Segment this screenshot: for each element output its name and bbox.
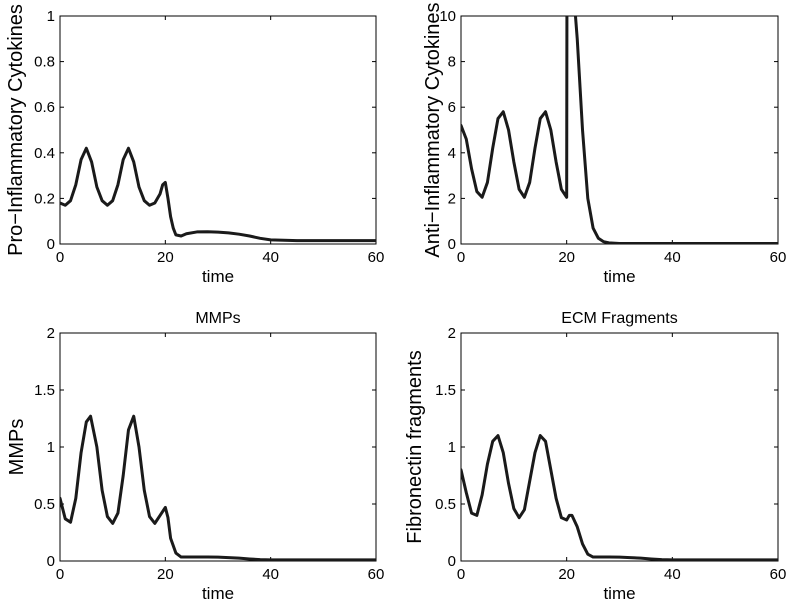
x-tick-label: 0 bbox=[56, 566, 64, 583]
x-tick-label: 40 bbox=[262, 249, 279, 266]
x-tick-label: 20 bbox=[157, 566, 174, 583]
y-tick-label: 1 bbox=[47, 8, 55, 25]
x-tick-label: 60 bbox=[770, 249, 787, 266]
x-tick-label: 60 bbox=[770, 566, 787, 583]
panel-mmps: 0 20 40 60 0 0.5 1 1.5 2 time MMPs MMPs bbox=[6, 310, 384, 603]
x-tick-label: 0 bbox=[56, 249, 64, 266]
y-tick-label: 0.4 bbox=[34, 145, 55, 162]
y-tick-label: 1 bbox=[448, 439, 456, 456]
y-tick-label: 0 bbox=[47, 236, 55, 253]
x-tick-label: 20 bbox=[558, 249, 575, 266]
y-tick-label: 2 bbox=[448, 190, 456, 207]
plot-area bbox=[59, 332, 377, 562]
series-line bbox=[60, 146, 376, 243]
y-tick-label: 10 bbox=[439, 8, 456, 25]
y-tick-label: 0.2 bbox=[34, 190, 55, 207]
plot-area bbox=[460, 15, 779, 245]
x-tick-label: 40 bbox=[664, 566, 681, 583]
y-tick-label: 0 bbox=[448, 236, 456, 253]
y-tick-label: 0 bbox=[47, 553, 55, 570]
panel-anti-inflammatory: 0 20 40 60 0 2 4 6 8 10 time Anti−Inflammatory Cyto… bbox=[422, 2, 786, 286]
y-tick-label: 6 bbox=[448, 99, 456, 116]
series-line bbox=[60, 414, 376, 561]
y-tick-label: 0.5 bbox=[34, 496, 55, 513]
series-line bbox=[461, 434, 778, 561]
y-tick-label: 0.6 bbox=[34, 99, 55, 116]
x-axis-label: time bbox=[603, 267, 635, 286]
plot-area bbox=[59, 15, 377, 245]
y-tick-label: 0.8 bbox=[34, 54, 55, 71]
plot-area bbox=[460, 332, 779, 562]
y-tick-label: 2 bbox=[47, 325, 55, 342]
x-tick-label: 20 bbox=[558, 566, 575, 583]
x-tick-label: 40 bbox=[262, 566, 279, 583]
x-tick-label: 40 bbox=[664, 249, 681, 266]
y-axis-label: Fibronectin fragments bbox=[404, 350, 426, 543]
y-tick-label: 8 bbox=[448, 54, 456, 71]
x-tick-label: 0 bbox=[457, 566, 465, 583]
y-axis-label: Anti−Inflammatory Cytokines bbox=[422, 2, 444, 257]
panel-ecm-fragments: 0 20 40 60 0 0.5 1 1.5 2 time Fibronectin fragment… bbox=[404, 310, 786, 603]
x-axis-label: time bbox=[603, 584, 635, 603]
x-tick-label: 60 bbox=[368, 566, 385, 583]
x-tick-label: 0 bbox=[457, 249, 465, 266]
y-tick-label: 0.5 bbox=[435, 496, 456, 513]
panel-pro-inflammatory: 0 20 40 60 0 0.2 0.4 0.6 0.8 1 time Pro−Inflammator… bbox=[5, 4, 384, 286]
x-axis-label: time bbox=[202, 267, 234, 286]
x-tick-label: 20 bbox=[157, 249, 174, 266]
y-tick-label: 1.5 bbox=[435, 382, 456, 399]
chart-title: MMPs bbox=[195, 310, 240, 327]
y-tick-label: 2 bbox=[448, 325, 456, 342]
y-tick-label: 4 bbox=[448, 145, 456, 162]
y-axis-label: MMPs bbox=[6, 419, 28, 476]
x-tick-label: 60 bbox=[368, 249, 385, 266]
y-tick-label: 0 bbox=[448, 553, 456, 570]
x-axis-label: time bbox=[202, 584, 234, 603]
y-tick-label: 1 bbox=[47, 439, 55, 456]
y-axis-label: Pro−Inflammatory Cytokines bbox=[5, 4, 27, 256]
chart-title: ECM Fragments bbox=[561, 310, 677, 327]
y-tick-label: 1.5 bbox=[34, 382, 55, 399]
series-line bbox=[461, 16, 778, 244]
